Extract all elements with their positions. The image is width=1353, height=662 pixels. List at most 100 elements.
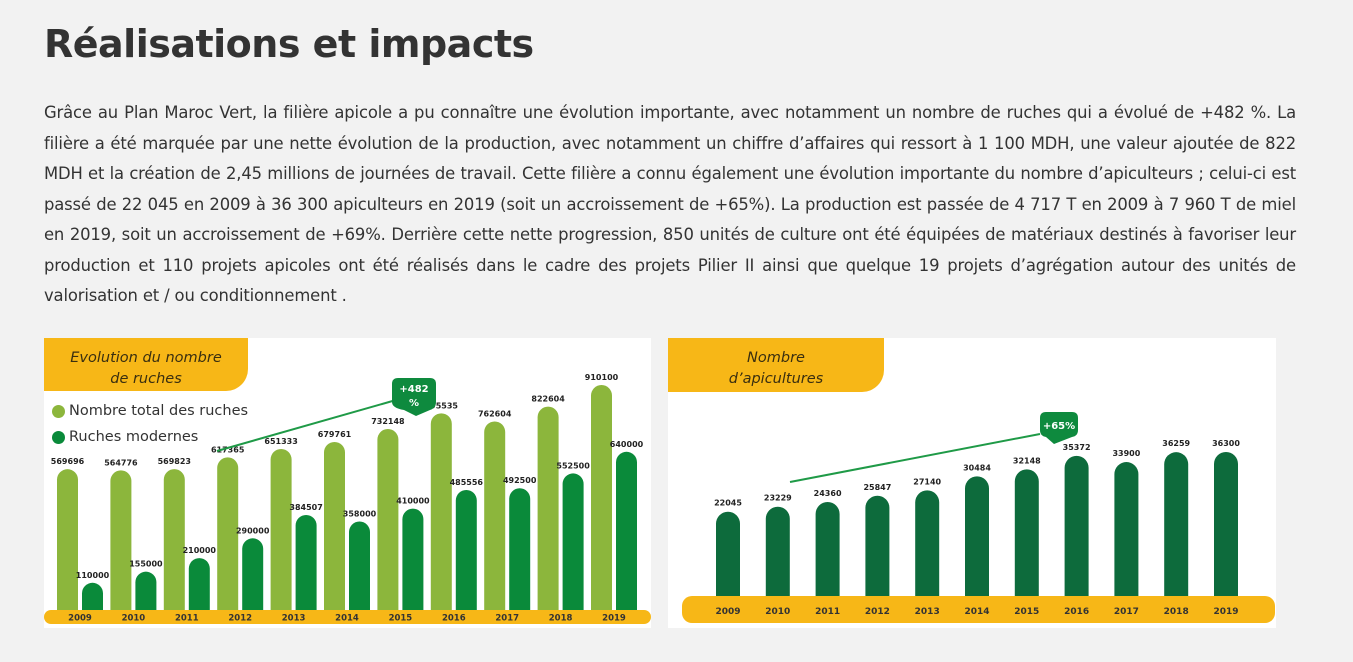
bar-apiculteurs-2009 [716, 511, 740, 616]
tick-2016: 2016 [442, 614, 466, 624]
label-modernes-2019: 640000 [610, 440, 644, 449]
label-total-2015: 732148 [371, 417, 405, 426]
ruches-chart-panel: 569696 110000 564776 155000 569823 210000 6173… [44, 338, 651, 628]
label-apiculteurs-2019: 36300 [1212, 439, 1240, 448]
bar-modernes-2014 [349, 521, 370, 610]
ruches-badge-text-line2: % [409, 398, 419, 409]
label-apiculteurs-2014: 30484 [963, 463, 991, 472]
bar-modernes-2009 [82, 582, 103, 610]
bar-apiculteurs-2012 [865, 495, 890, 616]
label-modernes-2013: 384507 [289, 503, 322, 512]
label-total-2017: 762604 [478, 409, 512, 418]
label-apiculteurs-2010: 23229 [764, 494, 792, 503]
tick-2018: 2018 [549, 614, 573, 624]
bar-apiculteurs-2013 [915, 490, 940, 616]
label-modernes-2011: 210000 [183, 546, 217, 555]
tick-2012: 2012 [228, 614, 252, 624]
apic-tick-2010: 2010 [765, 607, 790, 617]
bar-modernes-2019 [616, 451, 637, 610]
apic-tick-2011: 2011 [815, 607, 840, 617]
tick-2011: 2011 [175, 614, 199, 624]
bar-total-2017 [484, 421, 506, 610]
bar-modernes-2018 [562, 473, 584, 610]
label-apiculteurs-2013: 27140 [913, 477, 941, 486]
tick-2015: 2015 [389, 614, 413, 624]
tick-2009: 2009 [68, 614, 92, 624]
label-modernes-2017: 492500 [503, 476, 537, 485]
bar-apiculteurs-2019 [1214, 452, 1238, 616]
apiculteurs-chart-panel: 22045 23229 24360 25847 27140 30484 32148 35372… [668, 338, 1276, 628]
bar-modernes-2010 [135, 571, 157, 610]
apic-tick-2015: 2015 [1014, 607, 1039, 617]
ruches-chart: 569696 110000 564776 155000 569823 210000 6173… [44, 373, 651, 624]
ruches-badge-shape [392, 378, 436, 416]
label-total-2014: 679761 [318, 430, 352, 439]
apic-tick-2009: 2009 [715, 607, 740, 617]
label-apiculteurs-2017: 33900 [1112, 449, 1140, 458]
label-apiculteurs-2016: 35372 [1063, 443, 1091, 452]
label-apiculteurs-2009: 22045 [714, 499, 742, 508]
bar-apiculteurs-2015 [1014, 469, 1039, 616]
tick-2017: 2017 [495, 614, 519, 624]
tick-2013: 2013 [282, 614, 306, 624]
ruches-chart-title-tab: Evolution du nombre de ruches [44, 338, 248, 391]
tick-2014: 2014 [335, 614, 359, 624]
label-apiculteurs-2011: 24360 [814, 489, 842, 498]
label-total-2013: 651333 [264, 437, 297, 446]
bar-modernes-2017 [509, 488, 531, 610]
ruches-chart-title-line2: de ruches [110, 371, 182, 387]
label-total-2010: 564776 [104, 458, 138, 467]
bar-modernes-2013 [295, 514, 317, 610]
ruches-growth-badge: +482% [392, 378, 436, 416]
intro-paragraph: Grâce au Plan Maroc Vert, la filière api… [44, 103, 1296, 305]
legend-label-modernes: Ruches modernes [69, 429, 199, 445]
label-apiculteurs-2012: 25847 [863, 483, 891, 492]
label-total-2016: 795535 [425, 401, 459, 410]
page-title: Réalisations et impacts [44, 22, 534, 66]
legend-swatch-total [52, 404, 65, 418]
bar-apiculteurs-2016 [1064, 455, 1089, 616]
legend-label-total: Nombre total des ruches [69, 403, 249, 419]
label-modernes-2014: 358000 [343, 509, 377, 518]
apic-tick-2019: 2019 [1213, 607, 1238, 617]
bar-modernes-2011 [188, 558, 210, 610]
label-total-2012: 617365 [211, 445, 245, 454]
label-apiculteurs-2015: 32148 [1013, 456, 1041, 465]
apiculteurs-growth-badge: +65% [1040, 412, 1078, 444]
label-apiculteurs-2018: 36259 [1162, 439, 1190, 448]
bar-total-2016 [430, 413, 452, 610]
legend-swatch-modernes [52, 430, 65, 444]
label-modernes-2018: 552500 [556, 461, 590, 470]
label-total-2018: 822604 [531, 395, 565, 404]
label-total-2011: 569823 [158, 457, 191, 466]
tick-2019: 2019 [602, 614, 626, 624]
ruches-bars-group [57, 385, 637, 610]
bar-total-2010 [110, 470, 132, 610]
bar-apiculteurs-2014 [965, 476, 989, 616]
apic-tick-2014: 2014 [964, 607, 989, 617]
ruches-x-axis-band [44, 610, 651, 624]
bar-apiculteurs-2010 [765, 506, 790, 616]
label-modernes-2010: 155000 [129, 560, 163, 569]
ruches-badge-text-line1: +482 [399, 384, 428, 395]
bar-modernes-2016 [455, 489, 477, 610]
label-total-2019: 910100 [585, 373, 619, 382]
bar-total-2013 [270, 448, 292, 610]
bar-apiculteurs-2011 [815, 501, 840, 616]
label-modernes-2015: 410000 [396, 497, 430, 506]
apic-tick-2016: 2016 [1064, 607, 1089, 617]
bar-total-2012 [217, 457, 239, 610]
bar-total-2019 [591, 385, 612, 610]
label-modernes-2012: 290000 [236, 526, 270, 535]
ruches-chart-legend: Nombre total des ruches Ruches modernes [52, 398, 248, 450]
bar-modernes-2015 [402, 508, 424, 610]
apic-tick-2013: 2013 [915, 607, 940, 617]
apiculteurs-trend-line [789, 433, 1041, 483]
label-modernes-2009: 110000 [76, 571, 110, 580]
bar-total-2015 [377, 428, 399, 610]
apiculteurs-badge-shape [1040, 412, 1078, 444]
apiculteurs-x-axis-band [682, 596, 1275, 623]
bar-apiculteurs-2018 [1164, 452, 1189, 616]
apiculteurs-badge-text: +65% [1043, 421, 1075, 432]
apic-tick-2012: 2012 [865, 607, 890, 617]
